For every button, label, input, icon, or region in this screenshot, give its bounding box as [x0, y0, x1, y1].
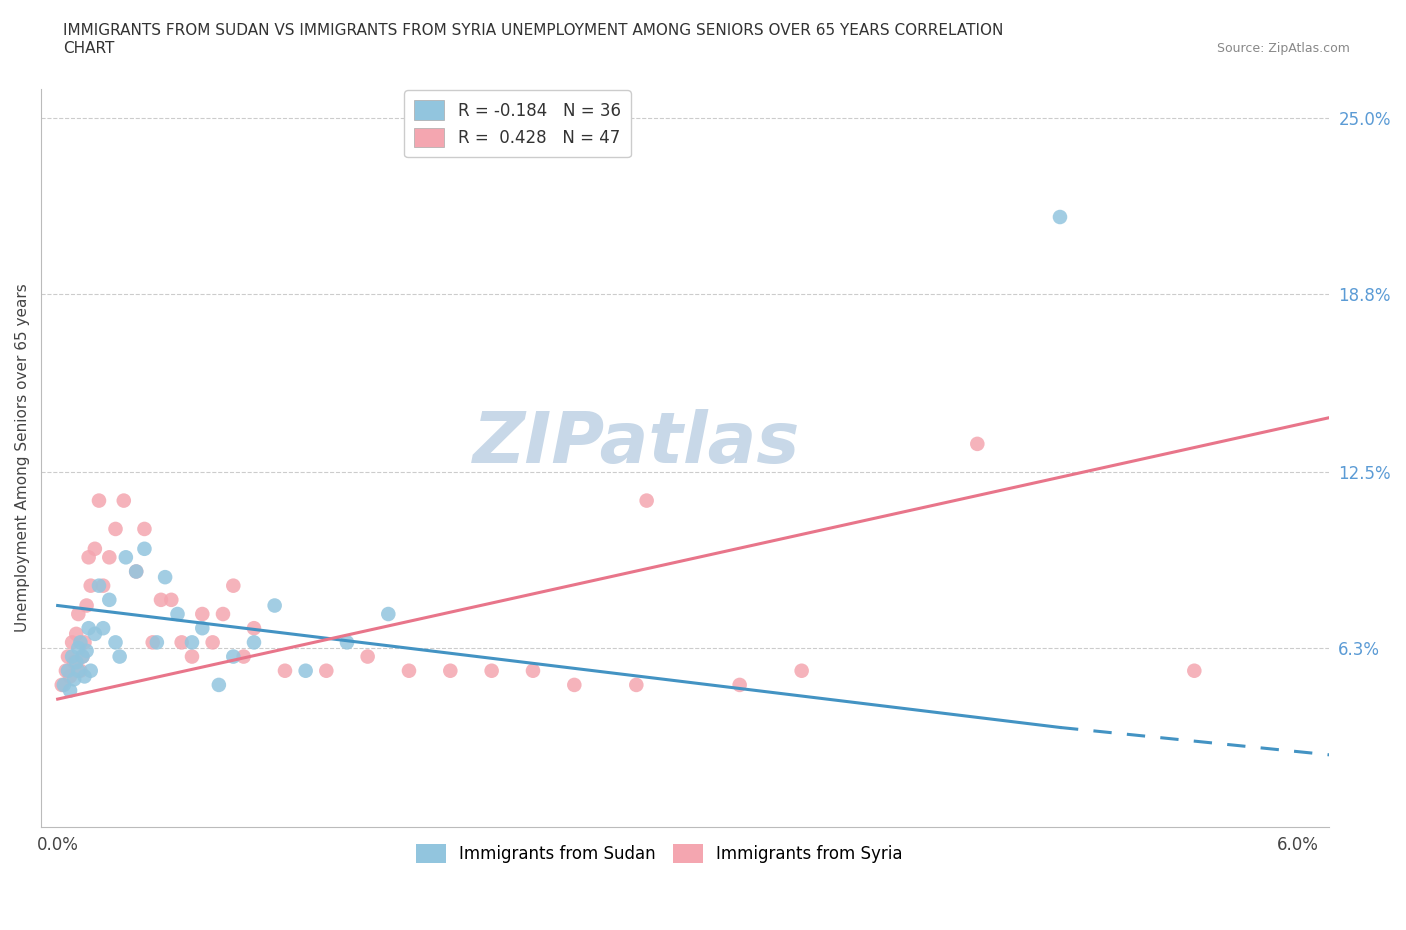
Point — [72, 649, 94, 664]
Point — [263, 598, 285, 613]
Point — [72, 649, 94, 664]
Point — [966, 436, 988, 451]
Point — [398, 663, 420, 678]
Point — [212, 606, 235, 621]
Point — [115, 550, 138, 565]
Point — [112, 493, 135, 508]
Point — [728, 677, 751, 692]
Point — [315, 663, 337, 678]
Point — [439, 663, 461, 678]
Point — [63, 671, 86, 686]
Point — [191, 620, 214, 635]
Point — [232, 649, 254, 664]
Point — [1049, 209, 1071, 224]
Point — [181, 649, 204, 664]
Point — [790, 663, 813, 678]
Legend: Immigrants from Sudan, Immigrants from Syria: Immigrants from Sudan, Immigrants from S… — [409, 837, 910, 870]
Point — [134, 541, 156, 556]
Point — [59, 684, 82, 698]
Point — [76, 644, 98, 658]
Point — [60, 649, 83, 664]
Point — [69, 663, 91, 678]
Point — [562, 677, 585, 692]
Point — [98, 550, 121, 565]
Point — [59, 669, 82, 684]
Y-axis label: Unemployment Among Seniors over 65 years: Unemployment Among Seniors over 65 years — [15, 284, 30, 632]
Text: Source: ZipAtlas.com: Source: ZipAtlas.com — [1216, 42, 1350, 55]
Point — [56, 663, 79, 678]
Point — [274, 663, 297, 678]
Point — [222, 578, 245, 593]
Point — [69, 635, 91, 650]
Point — [77, 620, 100, 635]
Point — [201, 635, 224, 650]
Point — [67, 663, 90, 678]
Point — [125, 564, 148, 578]
Point — [67, 641, 90, 656]
Point — [60, 635, 83, 650]
Point — [55, 663, 77, 678]
Text: IMMIGRANTS FROM SUDAN VS IMMIGRANTS FROM SYRIA UNEMPLOYMENT AMONG SENIORS OVER 6: IMMIGRANTS FROM SUDAN VS IMMIGRANTS FROM… — [63, 23, 1004, 56]
Point — [98, 592, 121, 607]
Point — [243, 620, 266, 635]
Point — [80, 578, 103, 593]
Point — [87, 493, 110, 508]
Point — [222, 649, 245, 664]
Point — [63, 655, 86, 670]
Point — [294, 663, 316, 678]
Point — [83, 541, 105, 556]
Point — [243, 635, 266, 650]
Point — [77, 550, 100, 565]
Point — [166, 606, 188, 621]
Point — [125, 564, 148, 578]
Point — [91, 620, 114, 635]
Point — [377, 606, 399, 621]
Point — [626, 677, 648, 692]
Point — [104, 522, 127, 537]
Text: ZIPatlas: ZIPatlas — [472, 409, 800, 478]
Point — [1182, 663, 1205, 678]
Point — [170, 635, 193, 650]
Point — [142, 635, 165, 650]
Point — [149, 592, 172, 607]
Point — [636, 493, 658, 508]
Point — [522, 663, 544, 678]
Point — [336, 635, 359, 650]
Point — [153, 570, 176, 585]
Point — [134, 522, 156, 537]
Point — [76, 598, 98, 613]
Point — [191, 606, 214, 621]
Point — [146, 635, 169, 650]
Point — [356, 649, 378, 664]
Point — [481, 663, 503, 678]
Point — [83, 627, 105, 642]
Point — [67, 606, 90, 621]
Point — [87, 578, 110, 593]
Point — [208, 677, 231, 692]
Point — [65, 627, 87, 642]
Point — [73, 635, 96, 650]
Point — [181, 635, 204, 650]
Point — [51, 677, 73, 692]
Point — [65, 655, 87, 670]
Point — [52, 677, 75, 692]
Point — [73, 669, 96, 684]
Point — [91, 578, 114, 593]
Point — [160, 592, 183, 607]
Point — [108, 649, 131, 664]
Point — [104, 635, 127, 650]
Point — [56, 649, 79, 664]
Point — [80, 663, 103, 678]
